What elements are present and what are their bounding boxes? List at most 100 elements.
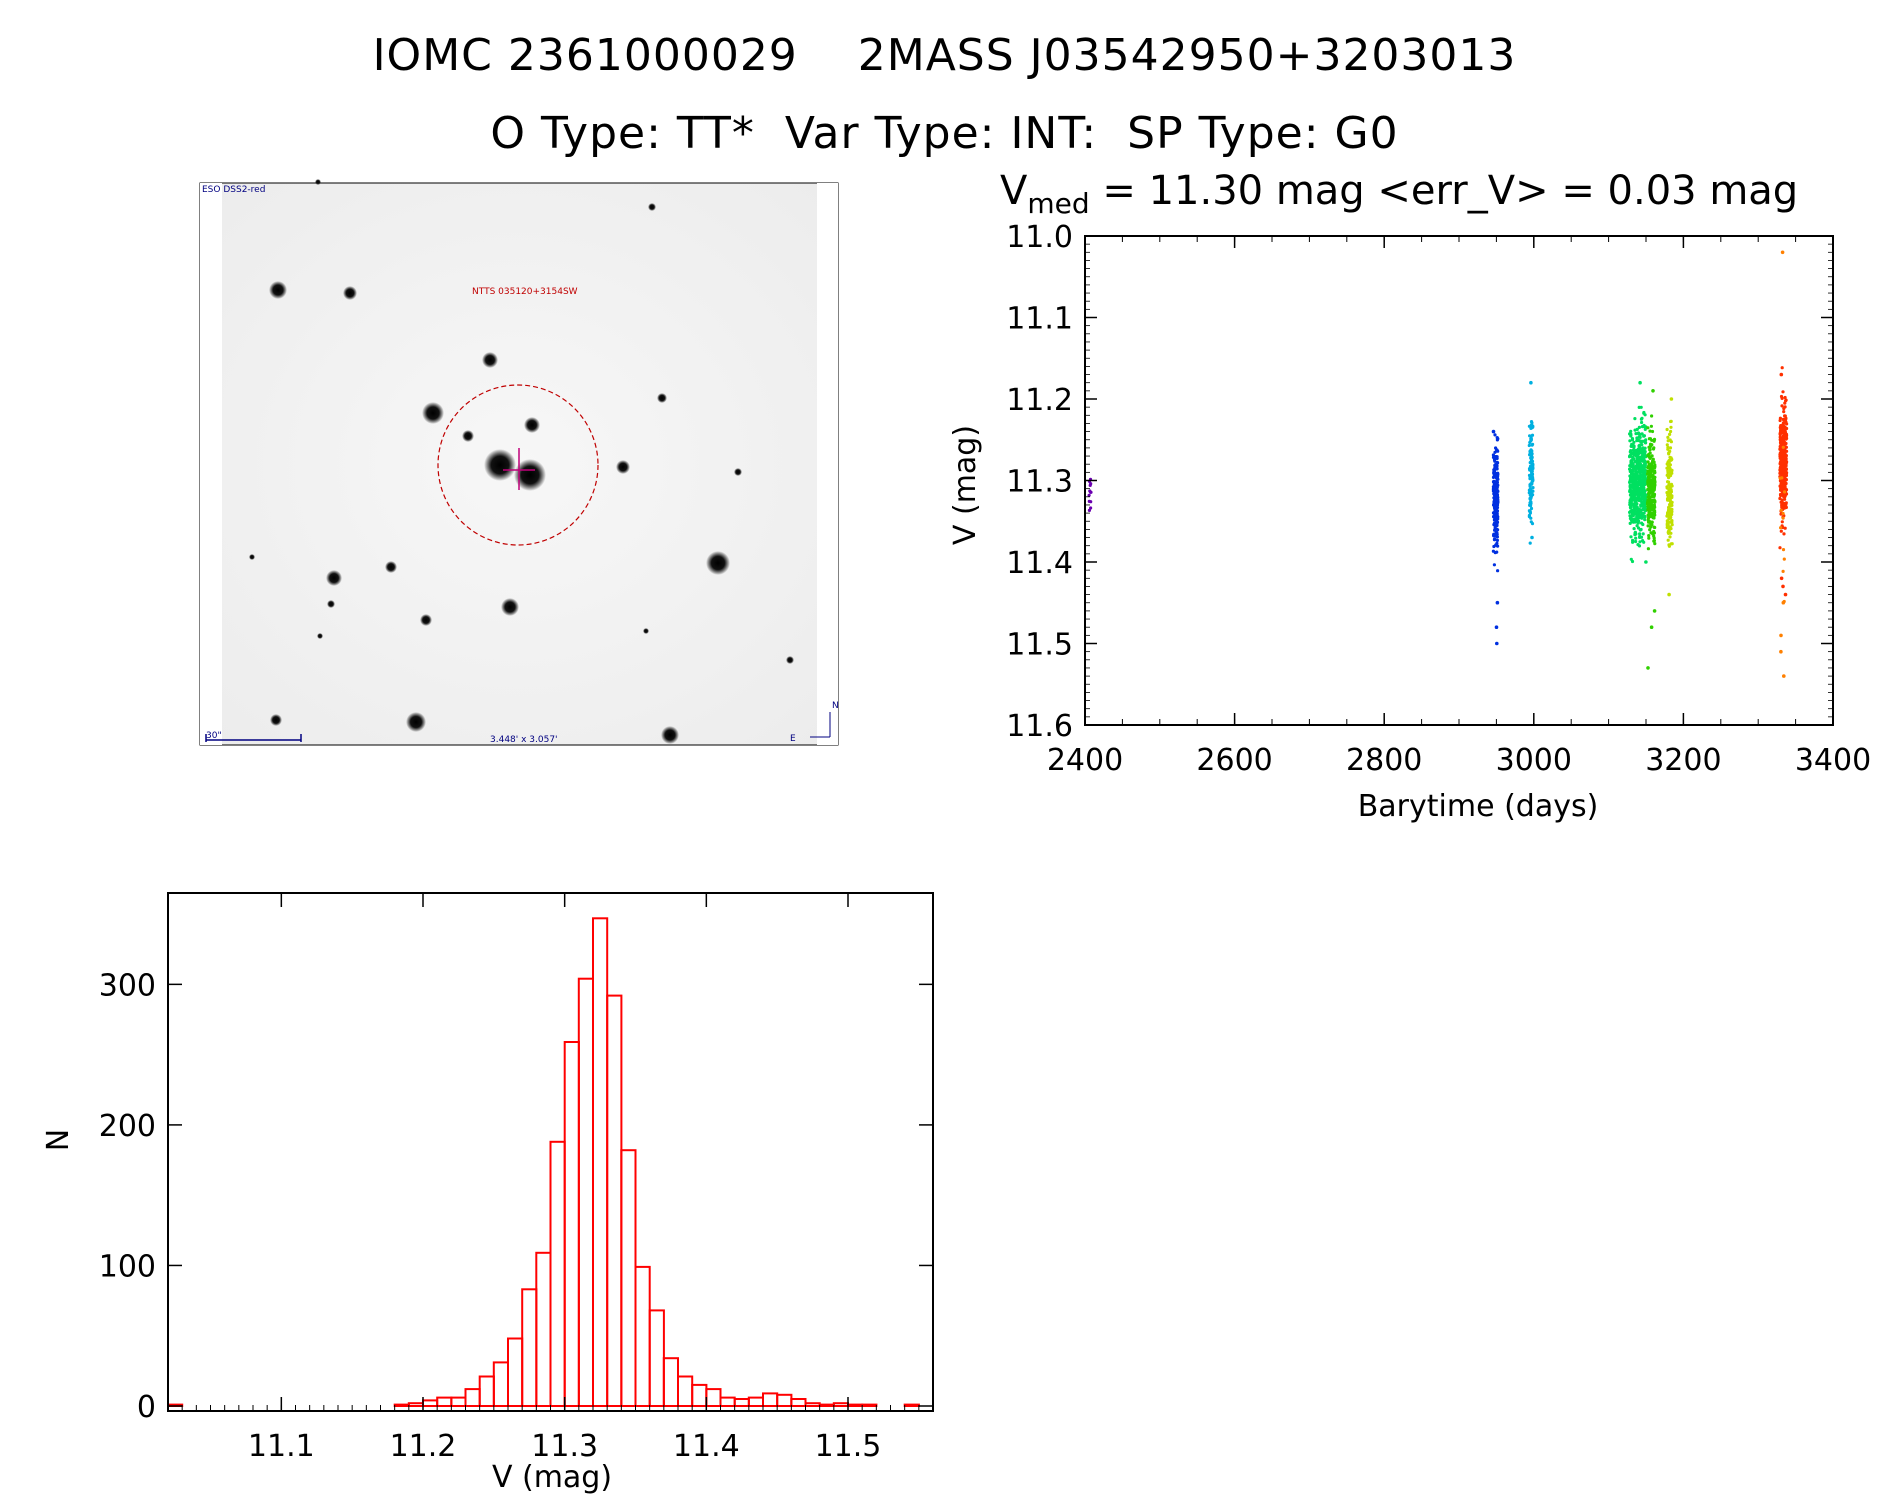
lightcurve-point [1642,505,1646,509]
lightcurve-point [1651,473,1655,477]
lightcurve-point [1784,445,1788,449]
histogram-bar [705,1388,722,1407]
lightcurve-point [1495,460,1499,464]
lightcurve-point [1634,532,1638,536]
lightcurve-point [1632,457,1636,461]
lightcurve-point [1636,494,1640,498]
page-title: IOMC 2361000029 2MASS J03542950+3203013 [372,30,1517,81]
fov-label: 3.448' x 3.057' [490,735,558,745]
lightcurve-point [1653,463,1657,467]
lightcurve-point [1636,458,1640,462]
lightcurve-point [1668,466,1672,470]
lightcurve-point [1670,523,1674,527]
lightcurve-point [1493,450,1497,454]
survey-label: ESO DSS2-red [202,185,265,195]
lightcurve-point [1628,455,1632,459]
star-8 [616,460,630,474]
histogram-bar [521,1288,538,1408]
lightcurve-y-tick-labels: 11.0 11.1 11.2 11.3 11.4 11.5 11.6 [1006,220,1073,744]
lightcurve-point [1670,510,1674,514]
lightcurve-point [1638,534,1642,538]
lightcurve-point [1651,508,1655,512]
lightcurve-point [1634,481,1638,485]
lightcurve-point [1667,527,1672,531]
lightcurve-point [1643,514,1647,519]
lightcurve-point [1668,432,1672,436]
lightcurve-point [1779,467,1783,472]
lightcurve-point [1639,405,1643,409]
lightcurve-point [1634,536,1638,540]
lightcurve-title-rest: = 11.30 mag <err_V> = 0.03 mag [1089,168,1799,214]
lightcurve-point [1646,460,1650,464]
lightcurve-point [1667,507,1671,511]
lightcurve-point [1653,510,1657,514]
histogram-y-axis-title: N [41,1129,76,1151]
lightcurve-point [1780,366,1784,370]
lightcurve-point [1491,475,1496,479]
lightcurve-point [1495,509,1500,513]
lightcurve-point [1637,544,1642,548]
lightcurve-point [1646,513,1650,517]
star-9 [657,393,667,403]
lightcurve-point [1642,491,1646,495]
lightcurve-point [1778,416,1782,420]
lightcurve-point [1785,422,1789,426]
lightcurve-point [1495,480,1499,484]
finder-frame [199,182,839,746]
lightcurve-point [1669,429,1673,434]
lightcurve-point [1528,541,1532,545]
lightcurve-point [1529,456,1533,460]
lightcurve-point [1650,454,1654,458]
lightcurve-point [1529,450,1533,454]
lightcurve-point [1639,447,1643,451]
lightcurve-point [1779,508,1783,512]
lightcurve-point [1496,483,1500,487]
lightcurve-outlier-point [1781,584,1785,589]
lightcurve-outlier-point [1646,666,1650,670]
lightcurve-point [1650,486,1654,490]
histogram-bar [861,1403,878,1407]
lightcurve-point [1639,504,1643,508]
lightcurve-point [1527,513,1531,518]
star-4 [462,430,474,442]
lightcurve-point [1632,520,1636,524]
lightcurve-x-tick-label: 2400 [1047,743,1123,778]
lightcurve-point [1634,472,1638,476]
histogram-bar [620,1149,637,1407]
lightcurve-outlier-point [1652,609,1657,613]
histogram-bar [634,1265,651,1408]
lightcurve-point [1665,491,1669,495]
lightcurve-point [1783,459,1787,463]
star-22 [315,179,321,185]
lightcurve-point [1632,440,1636,444]
lightcurve-y-tick-label: 11.1 [1006,302,1073,337]
lightcurve-point [1087,508,1091,512]
lightcurve-point [1640,516,1644,520]
lightcurve-point [1637,510,1641,514]
lightcurve-point [1493,459,1497,463]
lightcurve-point [1630,559,1635,564]
lightcurve-point [1652,536,1656,540]
compass-north-label: N [832,701,839,711]
lightcurve-point [1641,482,1645,486]
histogram-bar [847,1403,864,1407]
lightcurve-point [1634,432,1638,436]
lightcurve-point [1649,424,1653,428]
star-24 [317,633,323,639]
lightcurve-point [1530,433,1535,437]
star-12 [326,570,342,586]
lightcurve-point [1666,447,1670,451]
lightcurve-point [1528,475,1532,480]
lightcurve-point [1636,521,1640,525]
histogram-bar [478,1375,495,1407]
lightcurve-outlier-point [1529,380,1533,385]
lightcurve-point [1638,469,1642,473]
lightcurve-outlier-point [1530,535,1534,540]
object-types-line: O Type: TT* Var Type: INT: SP Type: G0 [490,108,1399,159]
lightcurve-point [1667,469,1671,473]
lightcurve-point [1646,483,1650,487]
lightcurve-point [1633,449,1637,453]
lightcurve-point [1528,484,1532,488]
lightcurve-point [1639,432,1643,436]
